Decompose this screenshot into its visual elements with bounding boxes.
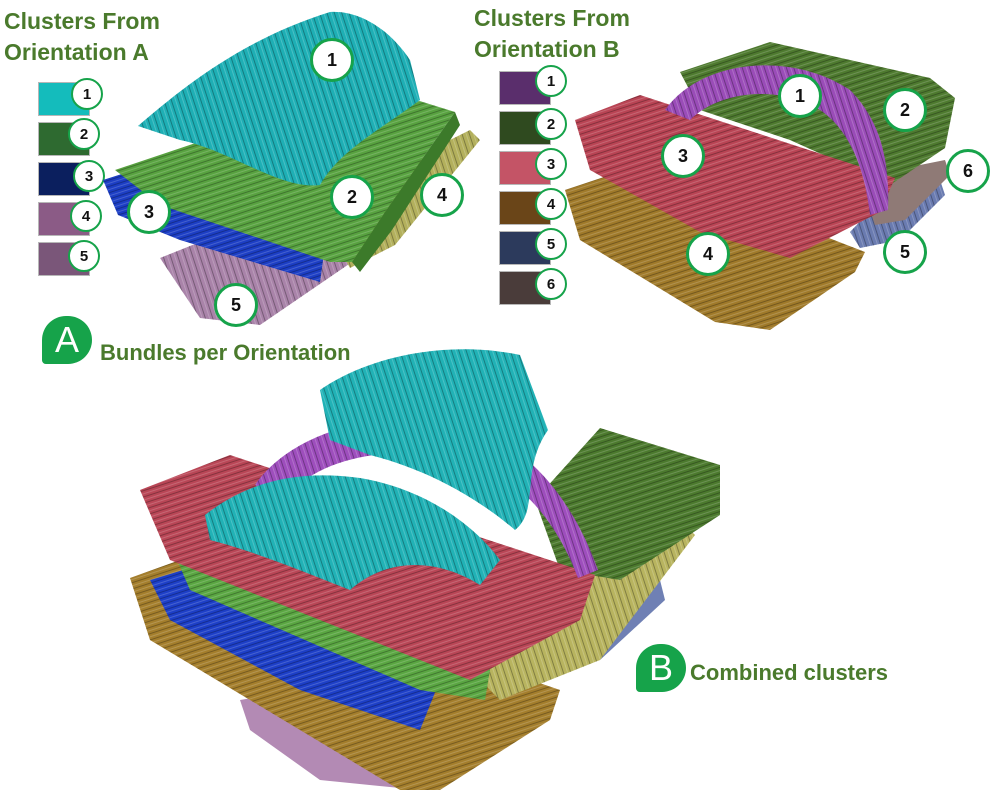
legend-b-badge: 1 [535,65,567,97]
legend-b-item: 4 [499,188,569,227]
combined-render [130,349,720,790]
legend-a-item: 3 [38,160,108,198]
section-a-marker: A [42,316,92,364]
legend-a-item: 4 [38,200,108,238]
callout-a-4: 4 [420,173,464,217]
bundle-b-6 [870,160,950,225]
legend-a-badge: 2 [68,118,100,150]
orientation-b-render [565,42,955,330]
callout-b-4: 4 [686,232,730,276]
legend-a-badge: 1 [71,78,103,110]
legend-a-item: 5 [38,240,108,278]
legend-b-badge: 4 [535,188,567,220]
combined-bundle-blue [150,565,440,730]
callout-b-6: 6 [946,149,990,193]
legend-orientation-a: 1 2 3 4 5 [38,78,108,282]
callout-b-3: 3 [661,134,705,178]
legend-b-item: 6 [499,268,569,307]
callout-b-2: 2 [883,88,927,132]
callout-b-1: 1 [778,74,822,118]
legend-a-badge: 3 [73,160,105,192]
legend-b-item: 3 [499,148,569,187]
legend-b-badge: 3 [535,148,567,180]
section-a-caption: Bundles per Orientation [100,340,351,365]
legend-a-badge: 4 [70,200,102,232]
legend-b-badge: 5 [535,228,567,260]
section-b-marker: B [636,644,686,692]
orientation-b-title-line1: Clusters From [474,5,630,31]
legend-a-badge: 5 [68,240,100,272]
orientation-b-title-line2: Orientation B [474,36,620,62]
orientation-a-title: Clusters From Orientation A [4,6,160,68]
legend-orientation-b: 1 2 3 4 5 6 [499,65,569,311]
bundle-b-3 [575,95,895,258]
legend-b-badge: 2 [535,108,567,140]
legend-b-item: 5 [499,228,569,267]
callout-a-5: 5 [214,283,258,327]
callout-a-3: 3 [127,190,171,234]
callout-b-5: 5 [883,230,927,274]
orientation-a-render [103,11,480,325]
combined-bundle-teal [205,349,548,590]
orientation-a-title-line2: Orientation A [4,39,149,65]
bundle-b-1 [665,65,889,215]
callout-a-1: 1 [310,38,354,82]
callout-a-2: 2 [330,175,374,219]
legend-b-item: 1 [499,65,569,107]
legend-a-item: 2 [38,118,108,158]
orientation-b-title: Clusters From Orientation B [474,3,630,65]
section-b-caption: Combined clusters [690,660,889,685]
legend-b-badge: 6 [535,268,567,300]
legend-b-item: 2 [499,108,569,147]
orientation-a-title-line1: Clusters From [4,8,160,34]
legend-a-item: 1 [38,78,108,118]
